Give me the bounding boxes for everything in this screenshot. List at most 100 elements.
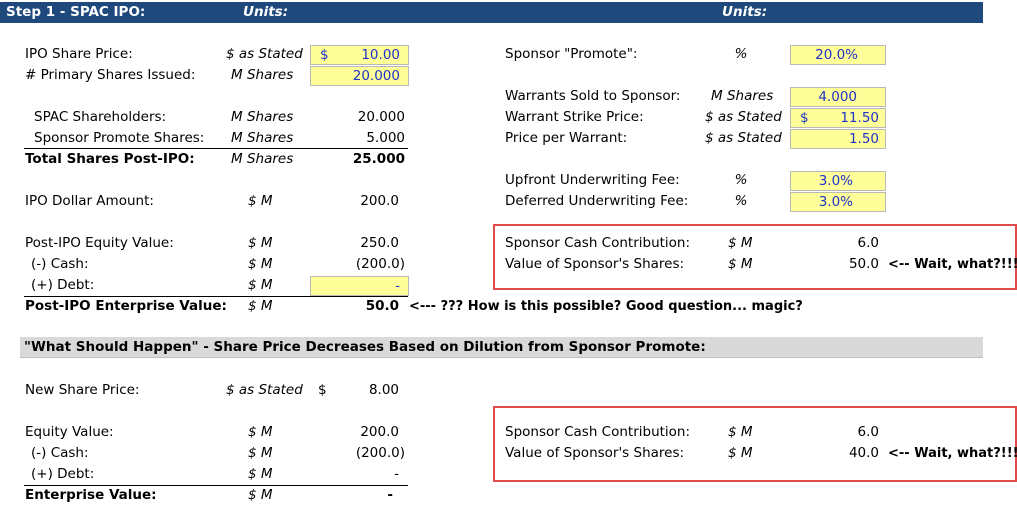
ipo-price-input[interactable]: $ 10.00 [310, 45, 409, 65]
debt-value: - [395, 278, 400, 294]
warrants-sold-unit: M Shares [711, 88, 774, 104]
sponsor-shares-label: Value of Sponsor's Shares: [505, 256, 685, 272]
sponsor-shares-note: <-- Wait, what?!!! [888, 257, 1017, 272]
cash-value: (200.0) [355, 256, 405, 272]
warrants-sold-label: Warrants Sold to Sponsor: [505, 88, 681, 104]
cash-label: (-) Cash: [31, 256, 89, 272]
promote-label: Sponsor "Promote": [505, 46, 638, 62]
new-price-value: 8.00 [368, 382, 399, 398]
sponsor-shares-2-unit: $ M [728, 445, 753, 461]
enterprise-value-label: Post-IPO Enterprise Value: [25, 298, 227, 314]
ipo-price-label: IPO Share Price: [25, 46, 133, 62]
promote-shares-unit: M Shares [231, 130, 294, 146]
deferred-fee-value: 3.0% [818, 194, 853, 210]
debt-label: (+) Debt: [31, 277, 95, 293]
section-title: Step 1 - SPAC IPO: [6, 4, 146, 20]
sponsor-shares-unit: $ M [728, 256, 753, 272]
price-per-warrant-value: 1.50 [848, 131, 879, 147]
sponsor-cash-2-value: 6.0 [857, 424, 879, 440]
total-shares-label: Total Shares Post-IPO: [25, 151, 195, 167]
promote-input[interactable]: 20.0% [790, 45, 886, 65]
sponsor-shares-value: 50.0 [848, 256, 879, 272]
cash-2-label: (-) Cash: [31, 445, 89, 461]
sponsor-shares-2-note: <-- Wait, what?!!! [888, 446, 1017, 461]
debt-2-value: - [394, 466, 399, 482]
debt-unit: $ M [248, 277, 273, 293]
sponsor-cash-2-label: Sponsor Cash Contribution: [505, 424, 691, 440]
promote-unit: % [734, 46, 748, 62]
equity-value-value: 250.0 [360, 235, 399, 251]
enterprise-value-2-unit: $ M [248, 487, 273, 503]
equity-value-2-value: 200.0 [360, 424, 399, 440]
enterprise-value-2-value: - [387, 487, 393, 503]
new-price-currency: $ [318, 382, 327, 398]
debt-input[interactable]: - [310, 276, 409, 296]
cash-unit: $ M [248, 256, 273, 272]
deferred-fee-input[interactable]: 3.0% [790, 192, 886, 212]
sponsor-shares-2-value: 40.0 [848, 445, 879, 461]
deferred-fee-unit: % [734, 193, 748, 209]
sponsor-cash-unit: $ M [728, 235, 753, 251]
ipo-dollar-label: IPO Dollar Amount: [25, 193, 154, 209]
promote-shares-value: 5.000 [366, 130, 405, 146]
primary-shares-label: # Primary Shares Issued: [25, 67, 196, 83]
new-price-label: New Share Price: [25, 382, 140, 398]
equity-value-2-unit: $ M [248, 424, 273, 440]
new-price-unit: $ as Stated [226, 382, 303, 398]
promote-value: 20.0% [815, 47, 858, 63]
price-per-warrant-label: Price per Warrant: [505, 130, 628, 146]
spac-holders-label: SPAC Shareholders: [34, 109, 167, 125]
total-shares-unit: M Shares [231, 151, 294, 167]
equity-value-unit: $ M [248, 235, 273, 251]
sponsor-callout-box [493, 224, 1017, 290]
total-shares-value: 25.000 [352, 151, 405, 167]
ev-divider [24, 296, 408, 297]
section2-title: "What Should Happen" - Share Price Decre… [24, 339, 706, 355]
strike-label: Warrant Strike Price: [505, 109, 644, 125]
equity-value-2-label: Equity Value: [25, 424, 114, 440]
debt-2-label: (+) Debt: [31, 466, 95, 482]
deferred-fee-label: Deferred Underwriting Fee: [505, 193, 689, 209]
sponsor-cash-2-unit: $ M [728, 424, 753, 440]
ipo-dollar-unit: $ M [248, 193, 273, 209]
ipo-dollar-value: 200.0 [360, 193, 399, 209]
enterprise-value-unit: $ M [248, 298, 273, 314]
debt-2-unit: $ M [248, 466, 273, 482]
section2-header: "What Should Happen" - Share Price Decre… [20, 337, 983, 358]
section-header: Step 1 - SPAC IPO: Units: Units: [0, 2, 983, 23]
promote-shares-label: Sponsor Promote Shares: [34, 130, 205, 146]
upfront-fee-input[interactable]: 3.0% [790, 171, 886, 191]
warrants-sold-input[interactable]: 4.000 [790, 87, 886, 107]
cash-2-value: (200.0) [355, 445, 405, 461]
equity-value-label: Post-IPO Equity Value: [25, 235, 174, 251]
units-header-left: Units: [243, 4, 289, 20]
strike-value: 11.50 [840, 110, 879, 126]
ipo-price-unit: $ as Stated [226, 46, 303, 62]
total-divider [24, 148, 408, 149]
strike-unit: $ as Stated [705, 109, 782, 125]
price-per-warrant-unit: $ as Stated [705, 130, 782, 146]
price-per-warrant-input[interactable]: 1.50 [790, 129, 886, 149]
upfront-fee-unit: % [734, 172, 748, 188]
sponsor-shares-2-label: Value of Sponsor's Shares: [505, 445, 685, 461]
primary-shares-value: 20.000 [352, 68, 400, 84]
spac-holders-unit: M Shares [231, 109, 294, 125]
upfront-fee-value: 3.0% [818, 173, 853, 189]
warrants-sold-value: 4.000 [818, 89, 857, 105]
primary-shares-input[interactable]: 20.000 [310, 66, 409, 86]
ipo-price-value: 10.00 [361, 47, 400, 63]
enterprise-value-note: <--- ??? How is this possible? Good ques… [409, 299, 803, 314]
spac-holders-value: 20.000 [357, 109, 405, 125]
currency-symbol: $ [320, 47, 329, 63]
primary-shares-unit: M Shares [231, 67, 294, 83]
ev-2-divider [24, 485, 408, 486]
currency-symbol: $ [800, 110, 809, 126]
units-header-right: Units: [722, 4, 768, 20]
sponsor-cash-label: Sponsor Cash Contribution: [505, 235, 691, 251]
enterprise-value-2-label: Enterprise Value: [25, 487, 157, 503]
upfront-fee-label: Upfront Underwriting Fee: [505, 172, 680, 188]
cash-2-unit: $ M [248, 445, 273, 461]
strike-input[interactable]: $ 11.50 [790, 108, 886, 128]
enterprise-value-value: 50.0 [365, 298, 399, 314]
sponsor-callout-box-2 [493, 406, 1017, 482]
